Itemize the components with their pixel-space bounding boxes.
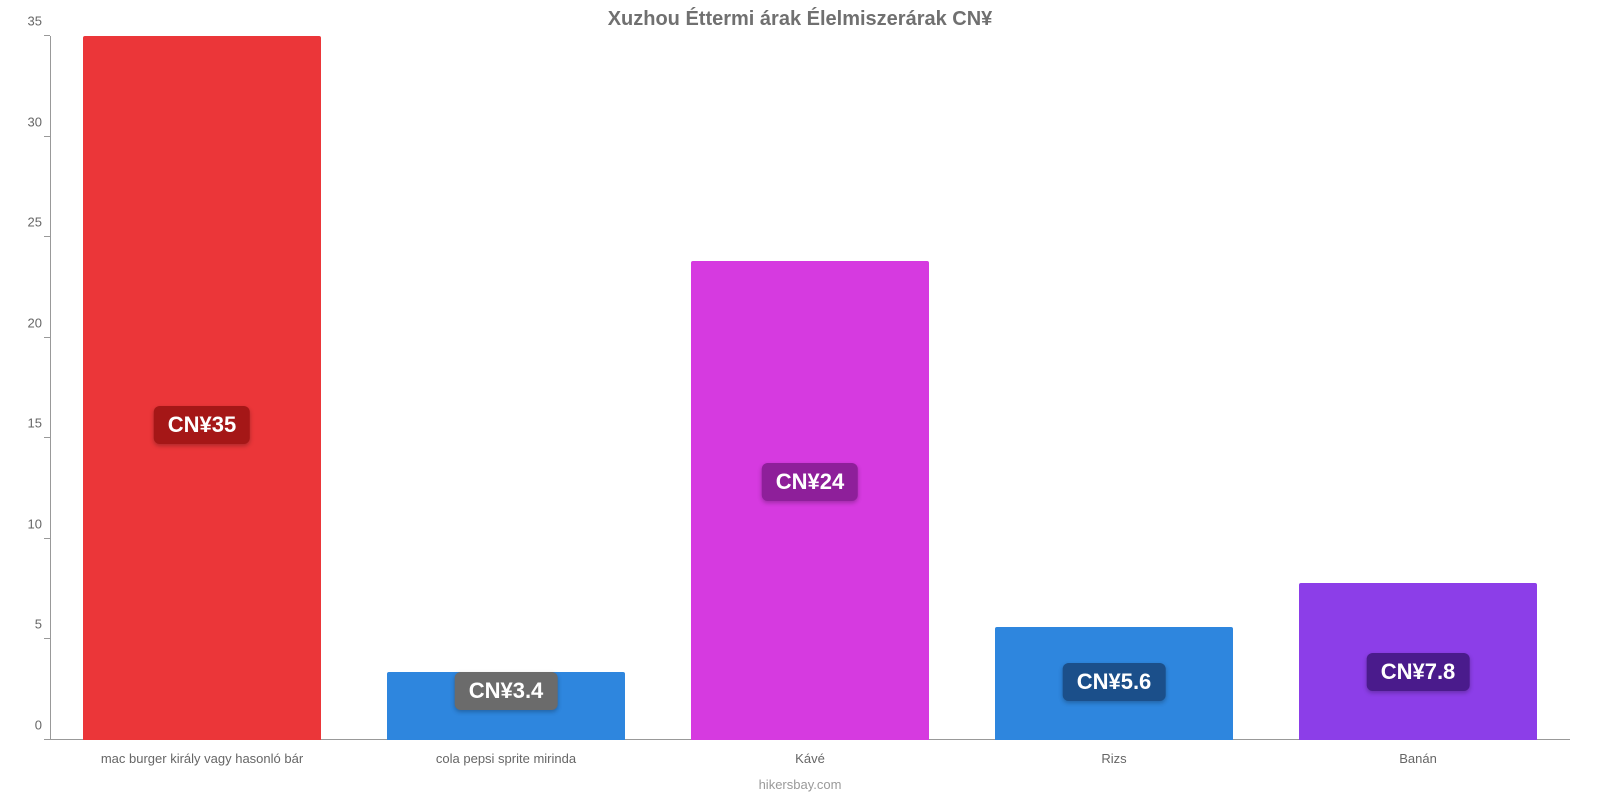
bar-value-badge: CN¥24 <box>762 463 858 501</box>
bar-slot: CN¥7.8 <box>1266 36 1570 740</box>
y-tick-label: 30 <box>28 114 42 129</box>
x-axis-labels: mac burger király vagy hasonló bárcola p… <box>50 751 1570 766</box>
bar <box>691 261 928 740</box>
y-tick-label: 5 <box>35 617 42 632</box>
y-tick-label: 10 <box>28 516 42 531</box>
chart-footer: hikersbay.com <box>0 777 1600 792</box>
bar-value-badge: CN¥35 <box>154 406 250 444</box>
chart-title: Xuzhou Éttermi árak Élelmiszerárak CN¥ <box>0 0 1600 35</box>
x-axis-label: cola pepsi sprite mirinda <box>354 751 658 766</box>
bar-slot: CN¥3.4 <box>354 36 658 740</box>
x-axis-label: Banán <box>1266 751 1570 766</box>
x-axis-label: mac burger király vagy hasonló bár <box>50 751 354 766</box>
y-tick-label: 15 <box>28 416 42 431</box>
y-tick-label: 20 <box>28 315 42 330</box>
x-axis-label: Kávé <box>658 751 962 766</box>
bar-value-badge: CN¥5.6 <box>1063 663 1166 701</box>
x-axis-label: Rizs <box>962 751 1266 766</box>
bar-value-badge: CN¥7.8 <box>1367 653 1470 691</box>
bar-slot: CN¥5.6 <box>962 36 1266 740</box>
bar-value-badge: CN¥3.4 <box>455 672 558 710</box>
bar-slot: CN¥35 <box>50 36 354 740</box>
y-tick-label: 25 <box>28 215 42 230</box>
bar <box>83 36 320 740</box>
bars-container: CN¥35 CN¥3.4 CN¥24 CN¥5.6 CN¥7.8 <box>50 36 1570 740</box>
y-tick-label: 0 <box>35 718 42 733</box>
y-tick-label: 35 <box>28 14 42 29</box>
bar-slot: CN¥24 <box>658 36 962 740</box>
chart-plot-area: 05101520253035 CN¥35CN¥3.4CN¥24CN¥5.6CN¥… <box>50 36 1570 740</box>
